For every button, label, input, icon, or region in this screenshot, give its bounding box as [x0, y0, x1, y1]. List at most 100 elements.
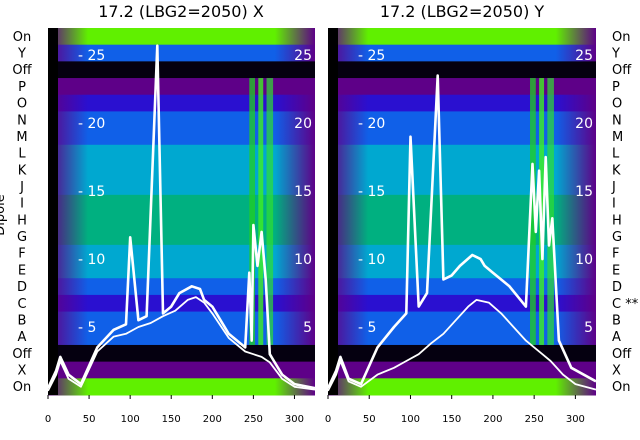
row-label: L [612, 147, 620, 162]
heatmap-row [48, 145, 315, 162]
heatmap-row [328, 95, 596, 112]
heatmap-row [328, 145, 596, 162]
row-label: X [612, 363, 621, 378]
heatmap-row [328, 78, 596, 95]
y-tick-label: 15 [294, 184, 312, 200]
row-label: E [612, 263, 620, 278]
heatmap-row [48, 212, 315, 229]
heatmap-row [328, 212, 596, 229]
row-label: J [19, 180, 24, 195]
x-tick-label: 200 [203, 414, 222, 425]
x-tick-label: 250 [525, 414, 544, 425]
row-label: G [17, 230, 27, 245]
y-tick-label-inner: - 10 [358, 252, 385, 268]
y-tick-label: 20 [294, 116, 312, 132]
row-label: Y [17, 47, 26, 62]
heatmap-row [328, 161, 596, 178]
x-tick-label: 300 [566, 414, 585, 425]
row-label: P [612, 80, 620, 95]
row-label: H [612, 213, 622, 228]
row-label: I [612, 197, 616, 212]
y-tick-label-inner: - 25 [78, 48, 105, 64]
y-tick-label-inner: - 20 [78, 116, 105, 132]
y-tick-label: 5 [584, 320, 593, 336]
y-tick-label: 25 [575, 48, 593, 64]
row-label: D [612, 280, 622, 295]
x-tick-label: 250 [244, 414, 263, 425]
heatmap-column-band [258, 78, 263, 345]
row-label: I [20, 197, 24, 212]
y-tick-label-inner: - 25 [358, 48, 385, 64]
heatmap-row [328, 228, 596, 245]
row-label: C ** [612, 297, 639, 312]
heatmap-right [328, 28, 596, 396]
row-label: X [18, 363, 27, 378]
heatmap-left-strip [48, 28, 58, 395]
row-label: On [13, 380, 31, 395]
x-tick-label: 100 [401, 414, 420, 425]
panel-right-title: 17.2 (LBG2=2050) Y [380, 2, 545, 21]
row-label: K [18, 163, 27, 178]
x-tick-label: 300 [285, 414, 304, 425]
row-label: M [16, 130, 27, 145]
row-label: N [17, 113, 27, 128]
x-tick-label: 100 [121, 414, 140, 425]
row-label: On [13, 30, 31, 45]
row-label: F [18, 247, 25, 262]
row-label: M [612, 130, 623, 145]
x-tick-label: 50 [83, 414, 96, 425]
x-tick-label: 150 [162, 414, 181, 425]
y-tick-label: 10 [575, 252, 593, 268]
row-label: Off [612, 63, 632, 78]
y-tick-label: 5 [303, 320, 312, 336]
row-label: F [612, 247, 619, 262]
row-label: D [17, 280, 27, 295]
row-label: Y [611, 47, 620, 62]
x-ticks-left: 0 50 100 150 200 250 300 [45, 395, 304, 425]
row-label: E [18, 263, 26, 278]
row-label: N [612, 113, 622, 128]
panel-left-title: 17.2 (LBG2=2050) X [98, 2, 264, 21]
row-label: Off [12, 63, 32, 78]
row-label: L [18, 147, 26, 162]
row-label: B [612, 313, 621, 328]
row-label: P [18, 80, 26, 95]
row-label: Off [612, 347, 632, 362]
heatmap-row [48, 161, 315, 178]
y-tick-label: 10 [294, 252, 312, 268]
y-tick-label-inner: - 5 [358, 320, 376, 336]
row-label: A [612, 330, 621, 345]
heatmap-row [48, 228, 315, 245]
row-label: K [612, 163, 621, 178]
y-tick-label: 15 [575, 184, 593, 200]
row-label: Off [12, 347, 32, 362]
row-label: O [17, 97, 27, 112]
x-tick-label: 0 [45, 414, 51, 425]
panel-left: 17.2 (LBG2=2050) X Dipole OnYOffPONMLKJI… [0, 2, 315, 425]
x-tick-label: 50 [363, 414, 376, 425]
heatmap-row [48, 378, 315, 395]
x-tick-label: 150 [442, 414, 461, 425]
y-tick-label-inner: - 15 [358, 184, 385, 200]
row-label: A [18, 330, 27, 345]
heatmap-row [48, 95, 315, 112]
row-label: O [612, 97, 622, 112]
row-label: On [612, 30, 630, 45]
row-label: J [611, 180, 616, 195]
row-labels-left: OnYOffPONMLKJIHGFEDCBAOffXOn [12, 30, 32, 395]
row-label: H [17, 213, 27, 228]
heatmap-row [48, 78, 315, 95]
panel-left-ylabel: Dipole [0, 194, 8, 235]
y-tick-label: 25 [294, 48, 312, 64]
x-ticks-right: 0 50 100 150 200 250 300 [325, 395, 585, 425]
panel-right: 17.2 (LBG2=2050) Y OnYOffPONMLKJIHGFEDC … [325, 2, 639, 425]
y-tick-label-inner: - 10 [78, 252, 105, 268]
row-label: C [17, 297, 26, 312]
x-tick-label: 0 [325, 414, 331, 425]
row-label: On [612, 380, 630, 395]
heatmap-row [328, 28, 596, 45]
heatmap-left [48, 28, 315, 396]
y-tick-label: 20 [575, 116, 593, 132]
